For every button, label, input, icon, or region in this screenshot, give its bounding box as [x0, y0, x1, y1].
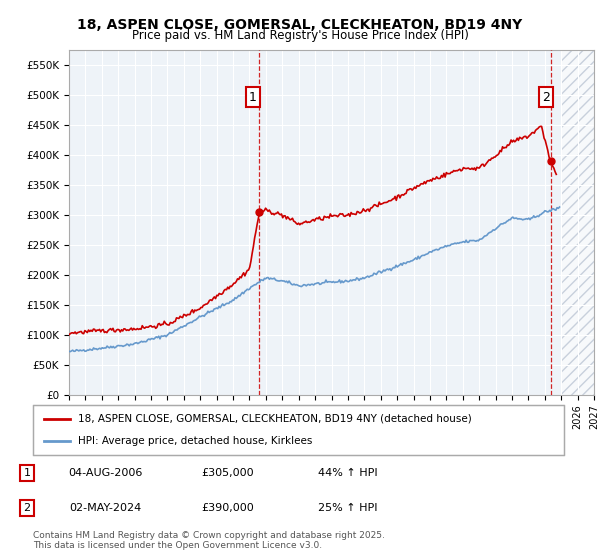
Text: 02-MAY-2024: 02-MAY-2024 — [69, 503, 141, 513]
Text: 25% ↑ HPI: 25% ↑ HPI — [318, 503, 378, 513]
Text: 1: 1 — [249, 91, 257, 104]
Text: £390,000: £390,000 — [202, 503, 254, 513]
Text: 04-AUG-2006: 04-AUG-2006 — [68, 468, 142, 478]
Text: 18, ASPEN CLOSE, GOMERSAL, CLECKHEATON, BD19 4NY (detached house): 18, ASPEN CLOSE, GOMERSAL, CLECKHEATON, … — [78, 414, 472, 424]
Text: £305,000: £305,000 — [202, 468, 254, 478]
Text: 2: 2 — [23, 503, 31, 513]
Text: Contains HM Land Registry data © Crown copyright and database right 2025.
This d: Contains HM Land Registry data © Crown c… — [33, 530, 385, 550]
Text: 18, ASPEN CLOSE, GOMERSAL, CLECKHEATON, BD19 4NY: 18, ASPEN CLOSE, GOMERSAL, CLECKHEATON, … — [77, 18, 523, 32]
Text: 1: 1 — [23, 468, 31, 478]
Text: HPI: Average price, detached house, Kirklees: HPI: Average price, detached house, Kirk… — [78, 436, 313, 446]
Bar — [561, 50, 594, 395]
Bar — [561, 50, 594, 395]
Text: 2: 2 — [542, 91, 550, 104]
Text: Price paid vs. HM Land Registry's House Price Index (HPI): Price paid vs. HM Land Registry's House … — [131, 29, 469, 42]
Text: 44% ↑ HPI: 44% ↑ HPI — [318, 468, 378, 478]
